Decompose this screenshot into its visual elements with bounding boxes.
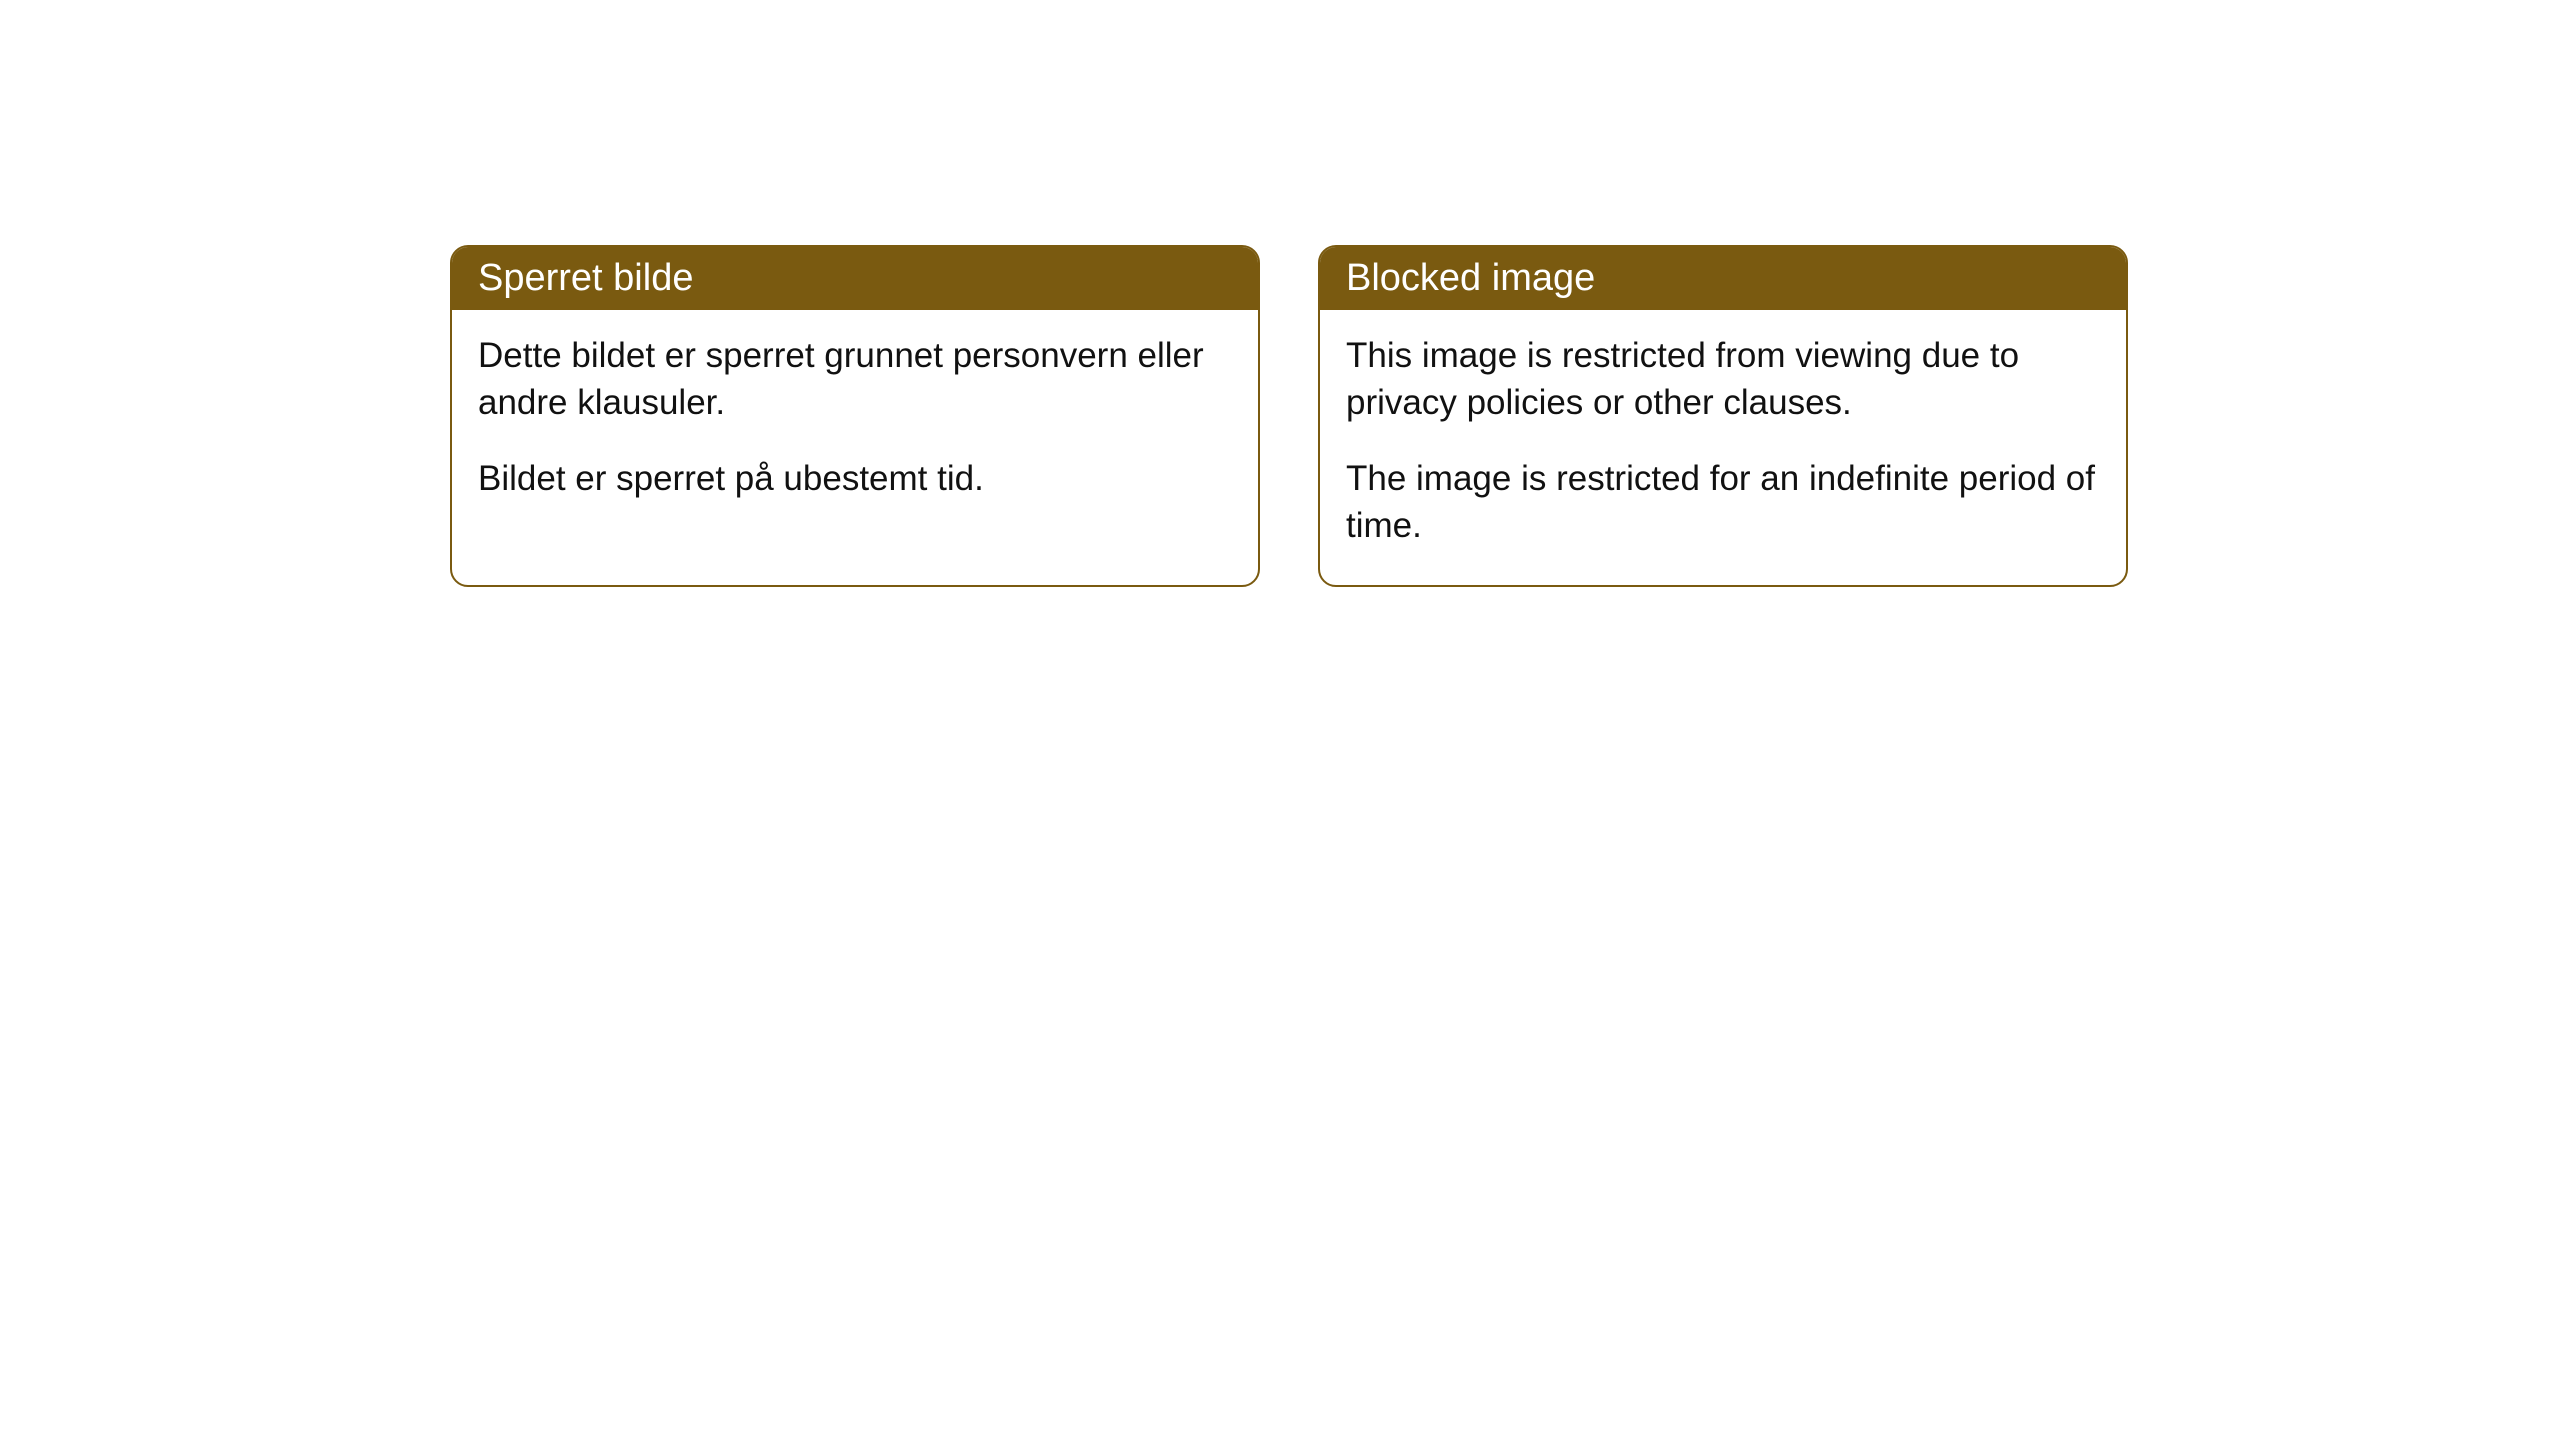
card-header-norwegian: Sperret bilde: [452, 247, 1258, 310]
card-body-norwegian: Dette bildet er sperret grunnet personve…: [452, 310, 1258, 538]
card-paragraph: The image is restricted for an indefinit…: [1346, 455, 2100, 550]
card-paragraph: Bildet er sperret på ubestemt tid.: [478, 455, 1232, 502]
card-body-english: This image is restricted from viewing du…: [1320, 310, 2126, 585]
card-paragraph: This image is restricted from viewing du…: [1346, 332, 2100, 427]
blocked-image-cards: Sperret bilde Dette bildet er sperret gr…: [450, 245, 2128, 587]
card-paragraph: Dette bildet er sperret grunnet personve…: [478, 332, 1232, 427]
card-header-english: Blocked image: [1320, 247, 2126, 310]
blocked-image-card-english: Blocked image This image is restricted f…: [1318, 245, 2128, 587]
blocked-image-card-norwegian: Sperret bilde Dette bildet er sperret gr…: [450, 245, 1260, 587]
